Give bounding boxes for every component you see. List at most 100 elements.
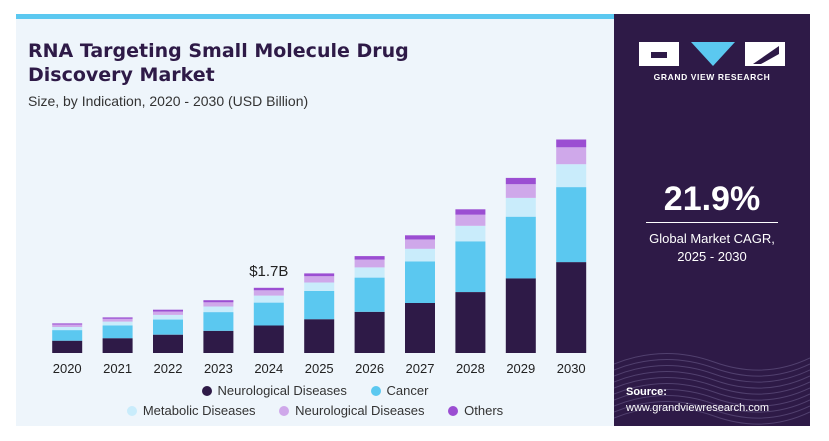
bar-segment-2020-1 bbox=[52, 340, 83, 353]
cagr-label: Global Market CAGR, 2025 - 2030 bbox=[614, 230, 810, 266]
cagr-label-line1: Global Market CAGR, bbox=[649, 231, 775, 246]
bar-segment-2025-3 bbox=[304, 282, 335, 291]
legend-row-2: Metabolic Diseases Neurological Diseases… bbox=[16, 403, 614, 418]
legend-swatch bbox=[279, 406, 290, 416]
bar-segment-2029-4 bbox=[505, 184, 536, 198]
x-tick-label-2029: 2029 bbox=[506, 361, 535, 376]
bar-segment-2028-1 bbox=[455, 292, 486, 353]
bar-segment-2025-1 bbox=[304, 319, 335, 353]
source-url: www.grandviewresearch.com bbox=[626, 402, 770, 414]
bar-segment-2021-5 bbox=[102, 317, 133, 319]
chart-panel: RNA Targeting Small Molecule Drug Discov… bbox=[16, 19, 614, 426]
x-tick-label-2023: 2023 bbox=[204, 361, 233, 376]
bar-segment-2030-3 bbox=[556, 164, 587, 188]
source-label: Source: bbox=[626, 386, 667, 398]
bar-segment-2025-2 bbox=[304, 291, 335, 320]
bar-segment-2023-5 bbox=[203, 300, 234, 303]
stacked-bar-chart: 2020 2021 2022 2023 2024 $1.7B 2025 2026 2027 202… bbox=[52, 139, 587, 376]
brand-name: GRAND VIEW RESEARCH bbox=[653, 72, 771, 82]
bar-segment-2030-1 bbox=[556, 262, 587, 353]
infographic-card: RNA Targeting Small Molecule Drug Discov… bbox=[16, 14, 810, 426]
chart-title: RNA Targeting Small Molecule Drug Discov… bbox=[28, 40, 409, 86]
legend-item-others: Others bbox=[448, 403, 503, 418]
bar-segment-2026-3 bbox=[354, 267, 385, 278]
bar-segment-2023-3 bbox=[203, 306, 234, 313]
x-tick-label-2030: 2030 bbox=[557, 361, 586, 376]
divider bbox=[646, 222, 778, 223]
bar-segment-2022-5 bbox=[153, 309, 183, 312]
legend-label: Neurological Diseases bbox=[295, 403, 425, 418]
bar-segment-2021-4 bbox=[102, 318, 133, 322]
bar-segment-2024-1 bbox=[253, 325, 284, 353]
x-tick-label-2020: 2020 bbox=[53, 361, 82, 376]
bar-segment-2029-1 bbox=[505, 278, 536, 353]
legend-item-neurological-diseases: Neurological Diseases bbox=[201, 383, 347, 398]
bar-segment-2022-3 bbox=[153, 315, 183, 320]
bar-segment-2024-5 bbox=[253, 287, 284, 291]
legend-swatch bbox=[201, 386, 212, 396]
x-tick-label-2024: 2024 bbox=[254, 361, 283, 376]
bar-segment-2028-5 bbox=[455, 209, 486, 215]
bar-segment-2027-3 bbox=[405, 248, 435, 262]
bar-segment-2023-4 bbox=[203, 302, 234, 307]
bar-segment-2030-4 bbox=[556, 147, 587, 165]
cagr-value: 21.9% bbox=[663, 180, 761, 218]
bar-segment-2022-2 bbox=[153, 319, 183, 335]
bar-segment-2026-5 bbox=[354, 256, 385, 260]
bar-segment-2022-4 bbox=[153, 311, 183, 315]
bar-segment-2030-2 bbox=[556, 187, 587, 263]
grand-view-research-logo bbox=[637, 40, 787, 68]
bar-segment-2028-3 bbox=[455, 225, 486, 242]
x-tick-label-2028: 2028 bbox=[456, 361, 485, 376]
bar-segment-2024-3 bbox=[253, 295, 284, 303]
bar-segment-2025-5 bbox=[304, 273, 335, 277]
bar-segment-2026-2 bbox=[354, 277, 385, 312]
bar-segment-2027-5 bbox=[405, 235, 435, 240]
legend-swatch bbox=[370, 386, 381, 396]
legend-swatch bbox=[126, 406, 137, 416]
bar-segment-2027-1 bbox=[405, 303, 435, 353]
bar-segment-2027-4 bbox=[405, 239, 435, 249]
bar-segment-2021-2 bbox=[102, 325, 133, 339]
bar-segment-2023-2 bbox=[203, 312, 234, 331]
bar-segment-2029-5 bbox=[505, 177, 536, 185]
legend-label: Cancer bbox=[386, 383, 429, 398]
legend-item-neurological-diseases-2: Neurological Diseases bbox=[279, 403, 425, 418]
x-tick-label-2025: 2025 bbox=[305, 361, 334, 376]
x-tick-label-2022: 2022 bbox=[154, 361, 183, 376]
data-label-2024: $1.7B bbox=[249, 263, 288, 280]
legend-label: Others bbox=[464, 403, 504, 418]
bar-segment-2028-2 bbox=[455, 241, 486, 292]
bar-segment-2029-3 bbox=[505, 198, 536, 217]
chart-subtitle: Size, by Indication, 2020 - 2030 (USD Bi… bbox=[28, 93, 309, 109]
bar-segment-2024-4 bbox=[253, 290, 284, 296]
bar-segment-2026-1 bbox=[354, 311, 385, 353]
bar-segment-2020-2 bbox=[52, 330, 83, 341]
bar-segment-2025-4 bbox=[304, 276, 335, 283]
bar-segment-2021-1 bbox=[102, 338, 133, 353]
legend-item-metabolic-diseases: Metabolic Diseases bbox=[126, 403, 256, 418]
legend-label: Metabolic Diseases bbox=[142, 403, 256, 418]
legend-row-1: Neurological Diseases Cancer bbox=[16, 383, 614, 398]
x-tick-label-2026: 2026 bbox=[355, 361, 384, 376]
cagr-label-line2: 2025 - 2030 bbox=[677, 249, 747, 264]
x-tick-label-2027: 2027 bbox=[406, 361, 435, 376]
bar-segment-2024-2 bbox=[253, 302, 284, 326]
legend-label: Neurological Diseases bbox=[217, 383, 347, 398]
legend-swatch bbox=[448, 406, 459, 416]
bar-segment-2028-4 bbox=[455, 214, 486, 226]
bar-segment-2022-1 bbox=[153, 334, 183, 353]
decorative-waves bbox=[614, 352, 810, 425]
bar-segment-2026-4 bbox=[354, 259, 385, 268]
bar-segment-2027-2 bbox=[405, 261, 435, 303]
bar-segment-2020-5 bbox=[52, 323, 83, 325]
bar-segment-2023-1 bbox=[203, 330, 234, 353]
x-tick-label-2021: 2021 bbox=[103, 361, 132, 376]
brand-panel: GRAND VIEW RESEARCH 21.9% Global Market … bbox=[614, 14, 810, 426]
bar-segment-2029-2 bbox=[505, 216, 536, 279]
bar-segment-2020-3 bbox=[52, 326, 83, 331]
bar-segment-2030-5 bbox=[556, 139, 587, 148]
legend-item-cancer: Cancer bbox=[370, 383, 429, 398]
bar-segment-2020-4 bbox=[52, 324, 83, 327]
bar-segment-2021-3 bbox=[102, 321, 133, 326]
